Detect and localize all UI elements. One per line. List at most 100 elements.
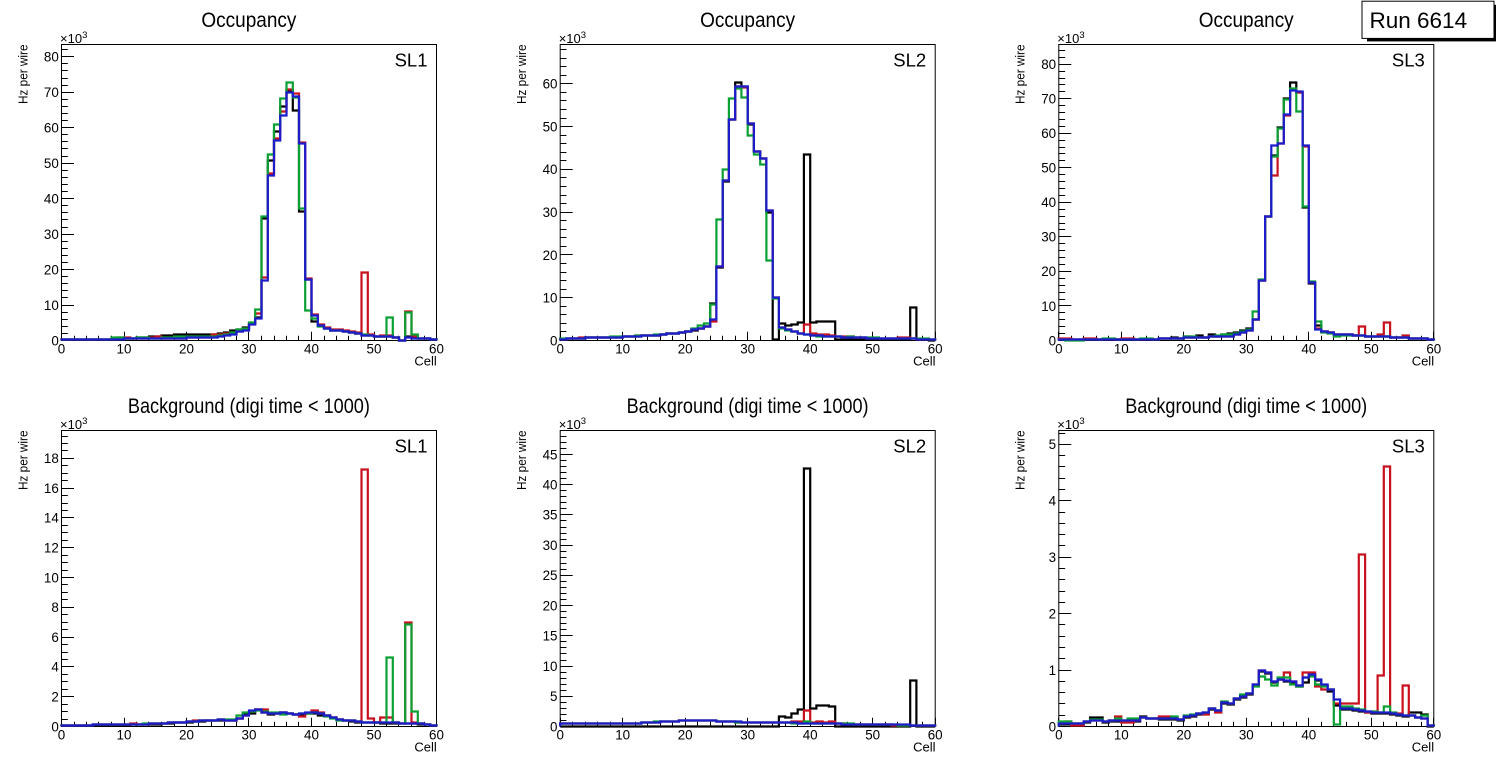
- svg-text:2: 2: [1049, 606, 1056, 621]
- svg-text:60: 60: [429, 341, 444, 356]
- svg-text:16: 16: [44, 481, 59, 496]
- svg-text:Background (digi time < 1000): Background (digi time < 1000): [1125, 395, 1367, 418]
- svg-text:30: 30: [1239, 341, 1254, 356]
- svg-text:60: 60: [429, 727, 444, 742]
- svg-text:30: 30: [242, 341, 257, 356]
- svg-text:60: 60: [1041, 126, 1056, 141]
- svg-text:Hz per wire: Hz per wire: [1013, 45, 1028, 105]
- svg-text:5: 5: [1049, 437, 1056, 452]
- svg-text:30: 30: [543, 205, 558, 220]
- svg-text:1: 1: [1049, 663, 1056, 678]
- svg-text:0: 0: [556, 727, 563, 742]
- svg-text:40: 40: [543, 162, 558, 177]
- svg-text:20: 20: [179, 341, 194, 356]
- svg-text:40: 40: [543, 478, 558, 493]
- svg-text:60: 60: [44, 121, 59, 136]
- svg-text:80: 80: [1041, 57, 1056, 72]
- svg-text:60: 60: [1426, 341, 1441, 356]
- svg-text:60: 60: [543, 77, 558, 92]
- svg-text:12: 12: [44, 541, 59, 556]
- svg-text:50: 50: [1364, 727, 1379, 742]
- svg-text:SL2: SL2: [893, 50, 926, 71]
- svg-text:60: 60: [928, 727, 943, 742]
- svg-text:20: 20: [1041, 264, 1056, 279]
- svg-text:Cell: Cell: [414, 354, 437, 369]
- svg-text:8: 8: [51, 600, 58, 615]
- svg-text:×103: ×103: [1057, 30, 1084, 46]
- svg-text:50: 50: [1041, 161, 1056, 176]
- svg-text:SL1: SL1: [395, 436, 428, 457]
- svg-text:0: 0: [1055, 727, 1062, 742]
- svg-text:SL1: SL1: [395, 50, 428, 71]
- svg-text:10: 10: [615, 341, 630, 356]
- svg-text:50: 50: [367, 341, 382, 356]
- svg-text:50: 50: [865, 341, 880, 356]
- svg-text:14: 14: [44, 511, 59, 526]
- svg-text:5: 5: [550, 689, 557, 704]
- svg-text:40: 40: [304, 727, 319, 742]
- svg-text:40: 40: [44, 191, 59, 206]
- svg-text:30: 30: [44, 227, 59, 242]
- svg-text:0: 0: [1055, 341, 1062, 356]
- svg-text:30: 30: [740, 341, 755, 356]
- svg-text:20: 20: [44, 262, 59, 277]
- svg-text:80: 80: [44, 50, 59, 65]
- svg-text:70: 70: [44, 85, 59, 100]
- svg-text:10: 10: [117, 727, 132, 742]
- svg-text:Occupancy: Occupancy: [1199, 9, 1294, 32]
- svg-text:0: 0: [556, 341, 563, 356]
- svg-text:Cell: Cell: [913, 354, 936, 369]
- svg-text:25: 25: [543, 568, 558, 583]
- svg-text:Cell: Cell: [1412, 740, 1435, 755]
- svg-text:20: 20: [678, 341, 693, 356]
- svg-text:10: 10: [543, 291, 558, 306]
- svg-text:30: 30: [1041, 230, 1056, 245]
- svg-text:10: 10: [117, 341, 132, 356]
- svg-text:10: 10: [1114, 727, 1129, 742]
- svg-text:Hz per wire: Hz per wire: [514, 45, 529, 105]
- svg-text:×103: ×103: [559, 30, 586, 46]
- svg-text:40: 40: [803, 341, 818, 356]
- svg-text:0: 0: [58, 727, 65, 742]
- svg-text:50: 50: [44, 156, 59, 171]
- svg-text:30: 30: [242, 727, 257, 742]
- svg-text:30: 30: [1239, 727, 1254, 742]
- svg-text:30: 30: [740, 727, 755, 742]
- svg-text:4: 4: [1049, 494, 1057, 509]
- svg-text:60: 60: [1426, 727, 1441, 742]
- svg-text:35: 35: [543, 508, 558, 523]
- svg-text:50: 50: [865, 727, 880, 742]
- svg-text:15: 15: [543, 629, 558, 644]
- svg-text:Background (digi time < 1000): Background (digi time < 1000): [627, 395, 869, 418]
- svg-text:0: 0: [550, 333, 557, 348]
- svg-text:SL2: SL2: [893, 436, 926, 457]
- svg-text:20: 20: [179, 727, 194, 742]
- svg-text:Background (digi time < 1000): Background (digi time < 1000): [128, 395, 370, 418]
- svg-text:50: 50: [543, 119, 558, 134]
- svg-text:Cell: Cell: [913, 740, 936, 755]
- svg-text:18: 18: [44, 451, 59, 466]
- svg-text:40: 40: [304, 341, 319, 356]
- svg-text:10: 10: [543, 659, 558, 674]
- svg-text:Hz per wire: Hz per wire: [514, 431, 529, 491]
- svg-text:Hz per wire: Hz per wire: [15, 45, 30, 105]
- svg-text:×103: ×103: [1057, 416, 1084, 432]
- svg-text:SL3: SL3: [1392, 50, 1425, 71]
- svg-text:0: 0: [1049, 719, 1056, 734]
- svg-text:20: 20: [678, 727, 693, 742]
- svg-text:10: 10: [615, 727, 630, 742]
- svg-text:SL3: SL3: [1392, 436, 1425, 457]
- svg-text:Cell: Cell: [1412, 354, 1435, 369]
- svg-text:20: 20: [1176, 341, 1191, 356]
- svg-text:Occupancy: Occupancy: [700, 9, 795, 32]
- svg-text:Run 6614: Run 6614: [1370, 8, 1468, 33]
- svg-text:Hz per wire: Hz per wire: [1013, 431, 1028, 491]
- svg-text:4: 4: [51, 660, 59, 675]
- svg-text:0: 0: [1049, 333, 1056, 348]
- svg-text:20: 20: [543, 248, 558, 263]
- svg-text:60: 60: [928, 341, 943, 356]
- svg-text:40: 40: [803, 727, 818, 742]
- svg-text:×103: ×103: [60, 416, 87, 432]
- svg-text:×103: ×103: [60, 30, 87, 46]
- svg-text:0: 0: [58, 341, 65, 356]
